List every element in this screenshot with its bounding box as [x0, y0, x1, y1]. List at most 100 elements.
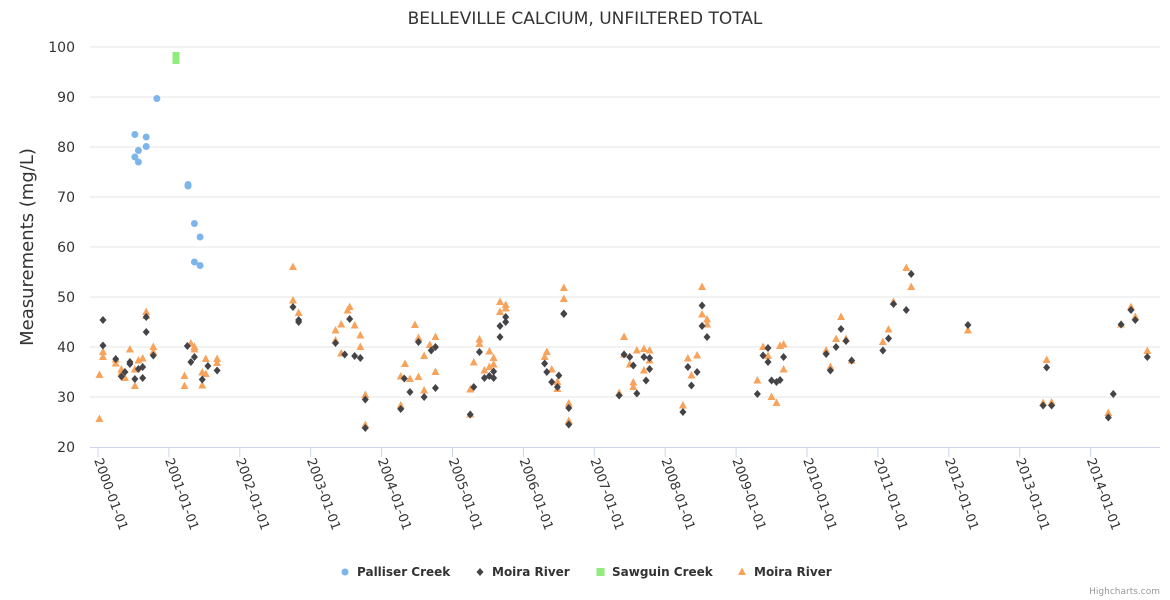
data-point[interactable]	[496, 322, 504, 330]
data-point[interactable]	[466, 385, 475, 393]
data-point[interactable]	[753, 390, 761, 398]
data-point[interactable]	[112, 355, 120, 363]
data-point[interactable]	[1104, 408, 1113, 417]
data-point[interactable]	[764, 351, 773, 360]
data-point[interactable]	[99, 341, 107, 350]
data-point[interactable]	[350, 321, 359, 329]
data-point[interactable]	[184, 182, 192, 190]
data-point[interactable]	[406, 388, 414, 396]
legend-item[interactable]: Sawguin Creek	[596, 565, 714, 579]
credits-link[interactable]: Highcharts.com	[1089, 587, 1160, 597]
data-point[interactable]	[693, 351, 702, 359]
data-point[interactable]	[134, 147, 142, 154]
data-point[interactable]	[639, 344, 648, 353]
data-point[interactable]	[693, 368, 701, 376]
data-point[interactable]	[121, 368, 129, 376]
data-point[interactable]	[470, 383, 478, 391]
data-point[interactable]	[397, 405, 405, 413]
data-point[interactable]	[345, 302, 354, 311]
data-point[interactable]	[907, 282, 916, 291]
data-point[interactable]	[198, 375, 206, 384]
data-point[interactable]	[553, 377, 562, 386]
data-point[interactable]	[822, 346, 831, 354]
data-point[interactable]	[703, 333, 711, 341]
data-point[interactable]	[698, 310, 707, 318]
data-point[interactable]	[878, 337, 887, 346]
data-point[interactable]	[490, 374, 498, 382]
data-point[interactable]	[341, 350, 349, 359]
data-point[interactable]	[120, 373, 129, 382]
data-point[interactable]	[131, 131, 139, 138]
data-point[interactable]	[134, 158, 142, 166]
data-point[interactable]	[117, 372, 125, 381]
data-point[interactable]	[826, 362, 835, 371]
data-point[interactable]	[466, 410, 474, 419]
data-point[interactable]	[555, 371, 563, 380]
data-point[interactable]	[142, 133, 150, 141]
data-point[interactable]	[1109, 390, 1117, 398]
data-point[interactable]	[289, 303, 297, 311]
data-point[interactable]	[632, 346, 641, 354]
data-point[interactable]	[640, 353, 648, 361]
data-point[interactable]	[196, 233, 204, 241]
data-point[interactable]	[361, 390, 370, 399]
data-point[interactable]	[475, 348, 483, 356]
data-point[interactable]	[645, 346, 654, 354]
data-point[interactable]	[131, 375, 139, 383]
data-point[interactable]	[902, 263, 911, 272]
data-point[interactable]	[565, 420, 573, 429]
data-point[interactable]	[204, 362, 212, 370]
data-point[interactable]	[361, 395, 369, 404]
data-point[interactable]	[884, 325, 893, 333]
data-point[interactable]	[683, 354, 692, 362]
data-point[interactable]	[288, 262, 297, 271]
data-point[interactable]	[361, 424, 369, 432]
data-point[interactable]	[698, 322, 706, 330]
data-point[interactable]	[767, 392, 776, 401]
data-point[interactable]	[764, 344, 772, 352]
data-point[interactable]	[95, 414, 104, 423]
data-point[interactable]	[139, 363, 147, 371]
data-point[interactable]	[620, 350, 628, 359]
data-point[interactable]	[1131, 316, 1139, 324]
data-point[interactable]	[356, 342, 365, 351]
data-point[interactable]	[149, 351, 157, 360]
data-point[interactable]	[548, 378, 556, 386]
data-point[interactable]	[564, 399, 573, 407]
data-point[interactable]	[889, 300, 897, 308]
data-point[interactable]	[213, 358, 222, 367]
data-point[interactable]	[629, 378, 638, 386]
data-point[interactable]	[431, 384, 439, 392]
data-point[interactable]	[356, 331, 365, 339]
data-point[interactable]	[126, 360, 134, 368]
data-point[interactable]	[1127, 306, 1135, 314]
data-point[interactable]	[502, 313, 510, 321]
data-point[interactable]	[201, 354, 210, 363]
data-point[interactable]	[826, 366, 834, 375]
data-point[interactable]	[553, 383, 561, 391]
data-point[interactable]	[288, 296, 297, 304]
data-point[interactable]	[879, 346, 887, 355]
data-point[interactable]	[142, 328, 150, 336]
data-point[interactable]	[475, 335, 484, 343]
data-point[interactable]	[772, 398, 781, 407]
data-point[interactable]	[759, 351, 767, 360]
data-point[interactable]	[559, 294, 568, 303]
data-point[interactable]	[431, 343, 439, 351]
data-point[interactable]	[294, 308, 303, 317]
data-point[interactable]	[684, 363, 692, 371]
data-point[interactable]	[629, 382, 638, 391]
data-point[interactable]	[190, 220, 198, 227]
data-point[interactable]	[1039, 401, 1047, 410]
data-point[interactable]	[565, 404, 573, 412]
data-point[interactable]	[414, 333, 423, 342]
data-point[interactable]	[620, 332, 629, 341]
data-point[interactable]	[332, 339, 340, 347]
data-point[interactable]	[1143, 346, 1152, 355]
data-point[interactable]	[425, 340, 434, 349]
data-point[interactable]	[331, 326, 340, 334]
data-point[interactable]	[837, 312, 846, 321]
data-point[interactable]	[885, 334, 893, 343]
data-point[interactable]	[822, 350, 830, 358]
data-point[interactable]	[295, 318, 303, 326]
